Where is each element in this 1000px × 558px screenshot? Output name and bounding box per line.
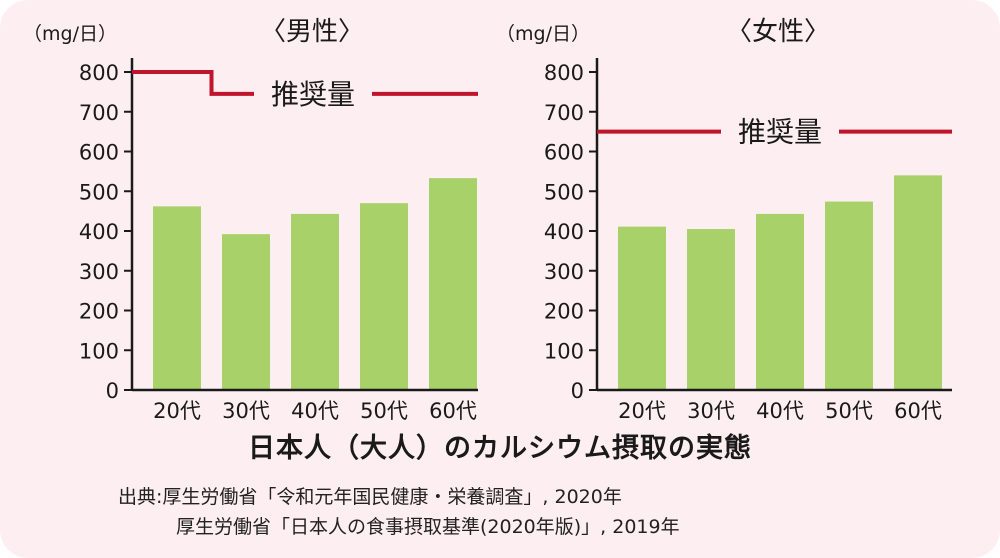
y-tick-label: 0: [571, 379, 584, 403]
y-tick-label: 400: [544, 220, 584, 244]
y-tick-label: 300: [79, 260, 119, 284]
male-chart: 〈男性〉 （mg/日） 20代 30代 40代 50代 60代 0 100 200 300 400 50…: [23, 17, 478, 423]
bar-3: [291, 213, 339, 390]
recommended-label: 推奨量: [271, 78, 355, 111]
unit-label: （mg/日）: [496, 23, 590, 45]
y-tick-label: 800: [79, 61, 119, 85]
y-tick-label: 500: [544, 180, 584, 204]
x-tick-label: 50代: [360, 399, 408, 423]
unit-label: （mg/日）: [23, 23, 117, 45]
y-tick-label: 800: [544, 61, 584, 85]
x-tick-label: 60代: [894, 399, 942, 423]
y-tick-label: 500: [79, 180, 119, 204]
x-tick-label: 60代: [429, 399, 477, 423]
source-line-1: 出典:厚生労働省「令和元年国民健康・栄養調査」, 2020年: [118, 486, 622, 508]
y-tick-label: 600: [79, 141, 119, 165]
recommended-label: 推奨量: [738, 116, 822, 149]
source-line-2: 厚生労働省「日本人の食事摂取基準(2020年版)」, 2019年: [176, 516, 680, 538]
y-tick-label: 100: [544, 339, 584, 363]
bar-5: [429, 178, 477, 390]
chart-title: 〈男性〉: [260, 17, 364, 47]
x-tick-label: 50代: [825, 399, 873, 423]
y-tick-label: 200: [79, 300, 119, 324]
y-tick-label: 0: [106, 379, 119, 403]
bar-5: [894, 175, 942, 390]
y-tick-label: 700: [79, 101, 119, 125]
y-tick-label: 300: [544, 260, 584, 284]
bar-2: [687, 229, 735, 390]
bar-3: [756, 213, 804, 390]
x-tick-label: 30代: [687, 399, 735, 423]
x-tick-label: 40代: [756, 399, 804, 423]
x-tick-label: 30代: [222, 399, 270, 423]
chart-caption: 日本人（大人）のカルシウム摂取の実態: [248, 433, 752, 464]
bar-1: [153, 206, 201, 390]
x-tick-label: 40代: [291, 399, 339, 423]
bar-4: [360, 203, 408, 390]
recommended-label-bg: [721, 113, 839, 150]
bar-2: [222, 234, 270, 390]
x-tick-label: 20代: [618, 399, 666, 423]
bar-4: [825, 201, 873, 390]
y-tick-label: 600: [544, 141, 584, 165]
chart-title: 〈女性〉: [726, 17, 830, 47]
female-chart: 〈女性〉 （mg/日） 20代 30代 40代 50代 60代 0 100 200 300 400 50…: [496, 17, 952, 423]
y-tick-label: 400: [79, 220, 119, 244]
recommended-label-bg: [254, 75, 372, 112]
y-tick-label: 100: [79, 339, 119, 363]
bar-1: [618, 226, 666, 390]
x-tick-label: 20代: [153, 399, 201, 423]
y-tick-label: 200: [544, 300, 584, 324]
y-tick-label: 700: [544, 101, 584, 125]
